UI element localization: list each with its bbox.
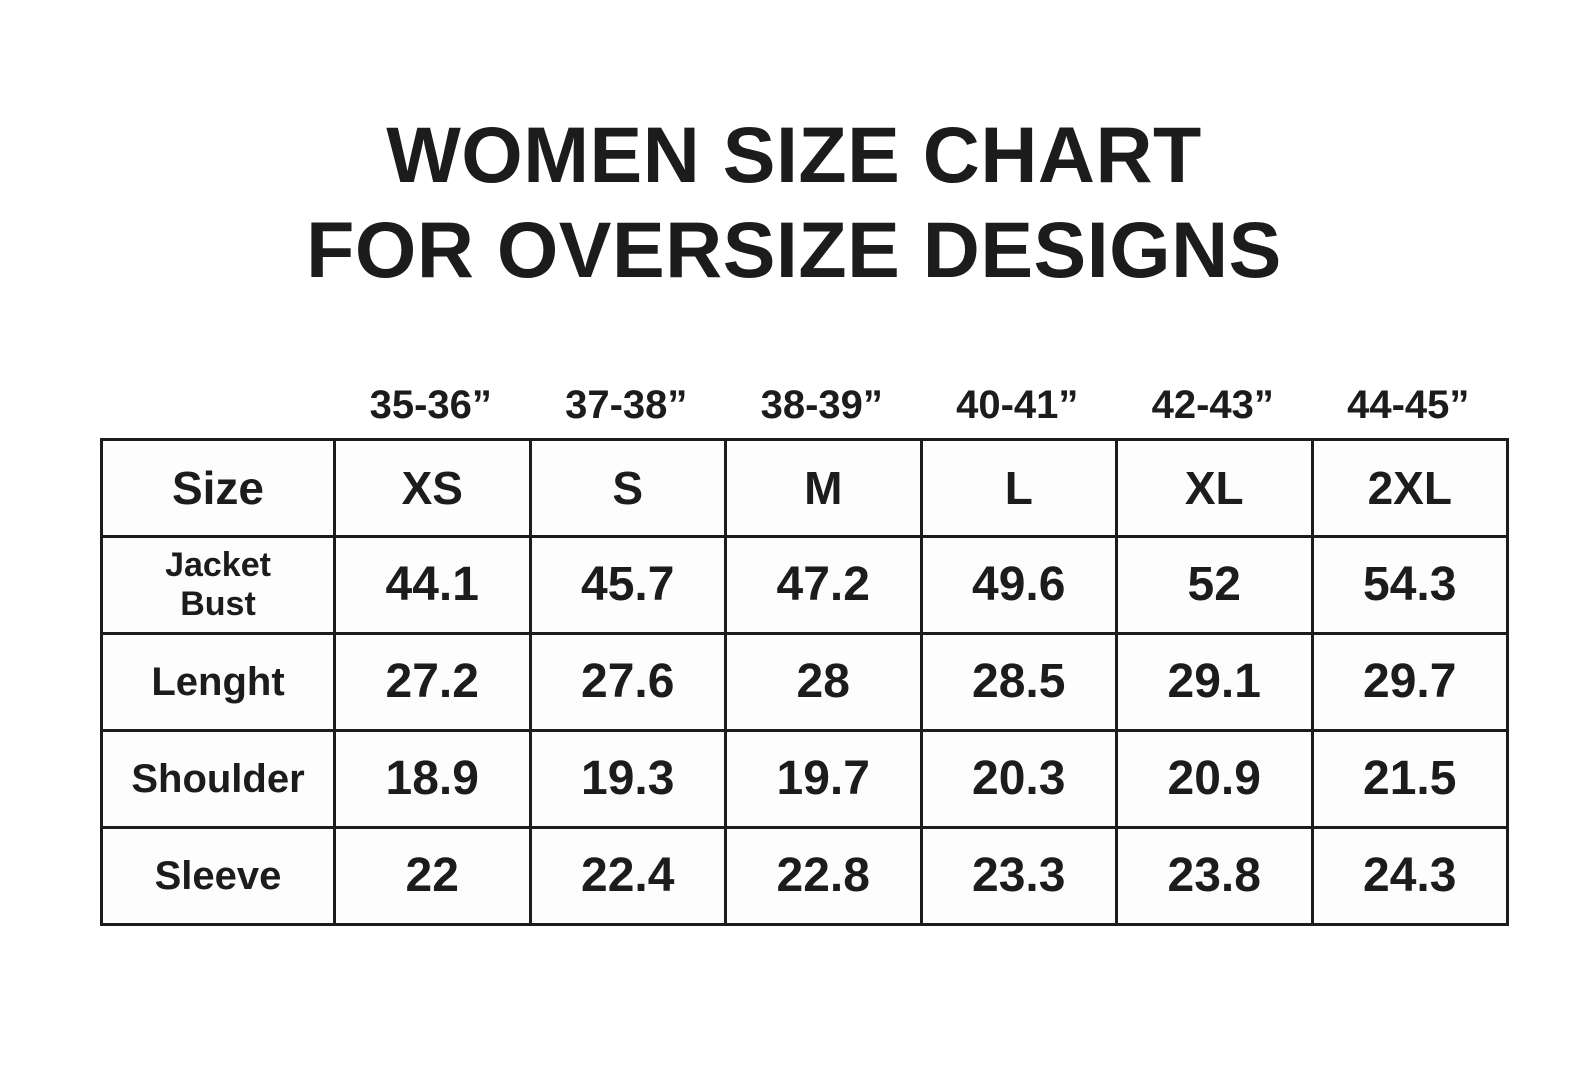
size-chart-page: WOMEN SIZE CHART FOR OVERSIZE DESIGNS 35-… (0, 108, 1588, 1072)
sleeve-m: 22.8 (724, 825, 923, 926)
lenght-xs: 27.2 (333, 631, 532, 732)
bust-range-s: 37-38” (565, 382, 688, 427)
lenght-l: 28.5 (919, 631, 1118, 732)
sleeve-2xl: 24.3 (1310, 825, 1509, 926)
page-title: WOMEN SIZE CHART FOR OVERSIZE DESIGNS (0, 108, 1588, 298)
row-label-shoulder: Shoulder (100, 728, 336, 829)
column-header-l: L (919, 437, 1118, 538)
title-line-1: WOMEN SIZE CHART (386, 110, 1202, 199)
jacket-bust-xs: 44.1 (333, 534, 532, 635)
bust-range-m: 38-39” (760, 382, 883, 427)
shoulder-l: 20.3 (919, 728, 1118, 829)
jacket-bust-2xl: 54.3 (1310, 534, 1509, 635)
column-header-m: M (724, 437, 923, 538)
row-label-sleeve: Sleeve (100, 825, 336, 926)
lenght-xl: 29.1 (1115, 631, 1314, 732)
column-header-xs: XS (333, 437, 532, 538)
shoulder-xs: 18.9 (333, 728, 532, 829)
lenght-m: 28 (724, 631, 923, 732)
shoulder-m: 19.7 (724, 728, 923, 829)
bust-range-xs: 35-36” (369, 382, 492, 427)
column-header-s: S (528, 437, 727, 538)
jacket-bust-l: 49.6 (919, 534, 1118, 635)
column-header-xl: XL (1115, 437, 1314, 538)
sleeve-xl: 23.8 (1115, 825, 1314, 926)
jacket-bust-m: 47.2 (724, 534, 923, 635)
shoulder-s: 19.3 (528, 728, 727, 829)
jacket-bust-xl: 52 (1115, 534, 1314, 635)
shoulder-2xl: 21.5 (1310, 728, 1509, 829)
bust-range-xl: 42-43” (1151, 382, 1274, 427)
sleeve-s: 22.4 (528, 825, 727, 926)
table-header-row: Size XS S M L XL 2XL (100, 437, 1509, 538)
table-row-lenght: Lenght 27.2 27.6 28 28.5 29.1 29.7 (100, 631, 1509, 732)
size-chart-table: Size XS S M L XL 2XL Jacket Bust 44.1 45… (100, 437, 1509, 926)
jacket-bust-s: 45.7 (528, 534, 727, 635)
table-row-jacket-bust: Jacket Bust 44.1 45.7 47.2 49.6 52 54.3 (100, 534, 1509, 635)
title-line-2: FOR OVERSIZE DESIGNS (306, 204, 1282, 294)
sleeve-xs: 22 (333, 825, 532, 926)
shoulder-xl: 20.9 (1115, 728, 1314, 829)
bust-range-spacer (100, 428, 333, 438)
table-row-sleeve: Sleeve 22 22.4 22.8 23.3 23.8 24.3 (100, 825, 1509, 926)
lenght-2xl: 29.7 (1310, 631, 1509, 732)
column-header-size: Size (100, 437, 336, 538)
bust-range-l: 40-41” (956, 382, 1079, 427)
row-label-jacket-bust: Jacket Bust (100, 534, 336, 635)
row-label-lenght: Lenght (100, 631, 336, 732)
table-row-shoulder: Shoulder 18.9 19.3 19.7 20.3 20.9 21.5 (100, 728, 1509, 829)
lenght-s: 27.6 (528, 631, 727, 732)
bust-range-row: 35-36” 37-38” 38-39” 40-41” 42-43” 44-45… (100, 368, 1506, 438)
column-header-2xl: 2XL (1310, 437, 1509, 538)
bust-range-2xl: 44-45” (1347, 382, 1470, 427)
sleeve-l: 23.3 (919, 825, 1118, 926)
